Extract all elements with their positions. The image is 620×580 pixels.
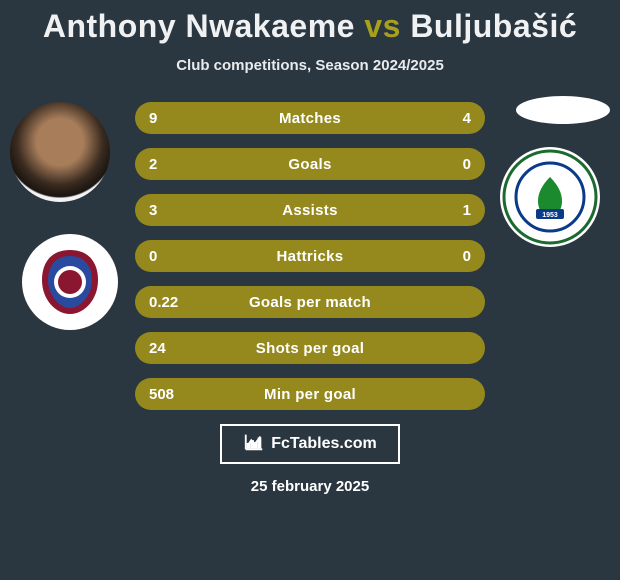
stat-right: 4	[417, 110, 471, 127]
stat-left: 24	[149, 340, 203, 357]
stat-row-hattricks: 0 Hattricks 0	[135, 240, 485, 272]
stat-left: 2	[149, 156, 203, 173]
stat-left: 9	[149, 110, 203, 127]
stat-left: 508	[149, 386, 203, 403]
stat-right: 1	[417, 202, 471, 219]
snapshot-date: 25 february 2025	[0, 478, 620, 495]
stat-label: Matches	[203, 110, 417, 127]
stat-row-goals-per-match: 0.22 Goals per match	[135, 286, 485, 318]
stat-label: Min per goal	[203, 386, 417, 403]
chart-icon	[243, 431, 265, 458]
stat-label: Hattricks	[203, 248, 417, 265]
stat-right: 0	[417, 156, 471, 173]
stat-left: 0.22	[149, 294, 203, 311]
stat-left: 3	[149, 202, 203, 219]
player2-avatar	[516, 96, 610, 124]
stat-label: Shots per goal	[203, 340, 417, 357]
comparison-panel: 1953 9 Matches 4 2 Goals 0 3 Assists 1 0…	[0, 102, 620, 495]
brand-logo: FcTables.com	[220, 424, 400, 464]
svg-text:1953: 1953	[542, 212, 558, 219]
stats-rows: 9 Matches 4 2 Goals 0 3 Assists 1 0 Hatt…	[135, 102, 485, 410]
stat-row-min-per-goal: 508 Min per goal	[135, 378, 485, 410]
stat-label: Assists	[203, 202, 417, 219]
stat-row-assists: 3 Assists 1	[135, 194, 485, 226]
club2-badge: 1953	[500, 147, 600, 247]
stat-row-matches: 9 Matches 4	[135, 102, 485, 134]
player2-name: Buljubašić	[410, 8, 577, 44]
player1-name: Anthony Nwakaeme	[43, 8, 355, 44]
club1-badge	[20, 232, 120, 332]
subtitle: Club competitions, Season 2024/2025	[0, 57, 620, 74]
brand-text: FcTables.com	[271, 435, 377, 453]
stat-right: 0	[417, 248, 471, 265]
comparison-title: Anthony Nwakaeme vs Buljubašić	[0, 0, 620, 45]
player1-avatar	[10, 102, 110, 202]
stat-row-goals: 2 Goals 0	[135, 148, 485, 180]
vs-separator: vs	[364, 8, 401, 44]
stat-left: 0	[149, 248, 203, 265]
stat-label: Goals per match	[203, 294, 417, 311]
stat-row-shots-per-goal: 24 Shots per goal	[135, 332, 485, 364]
stat-label: Goals	[203, 156, 417, 173]
